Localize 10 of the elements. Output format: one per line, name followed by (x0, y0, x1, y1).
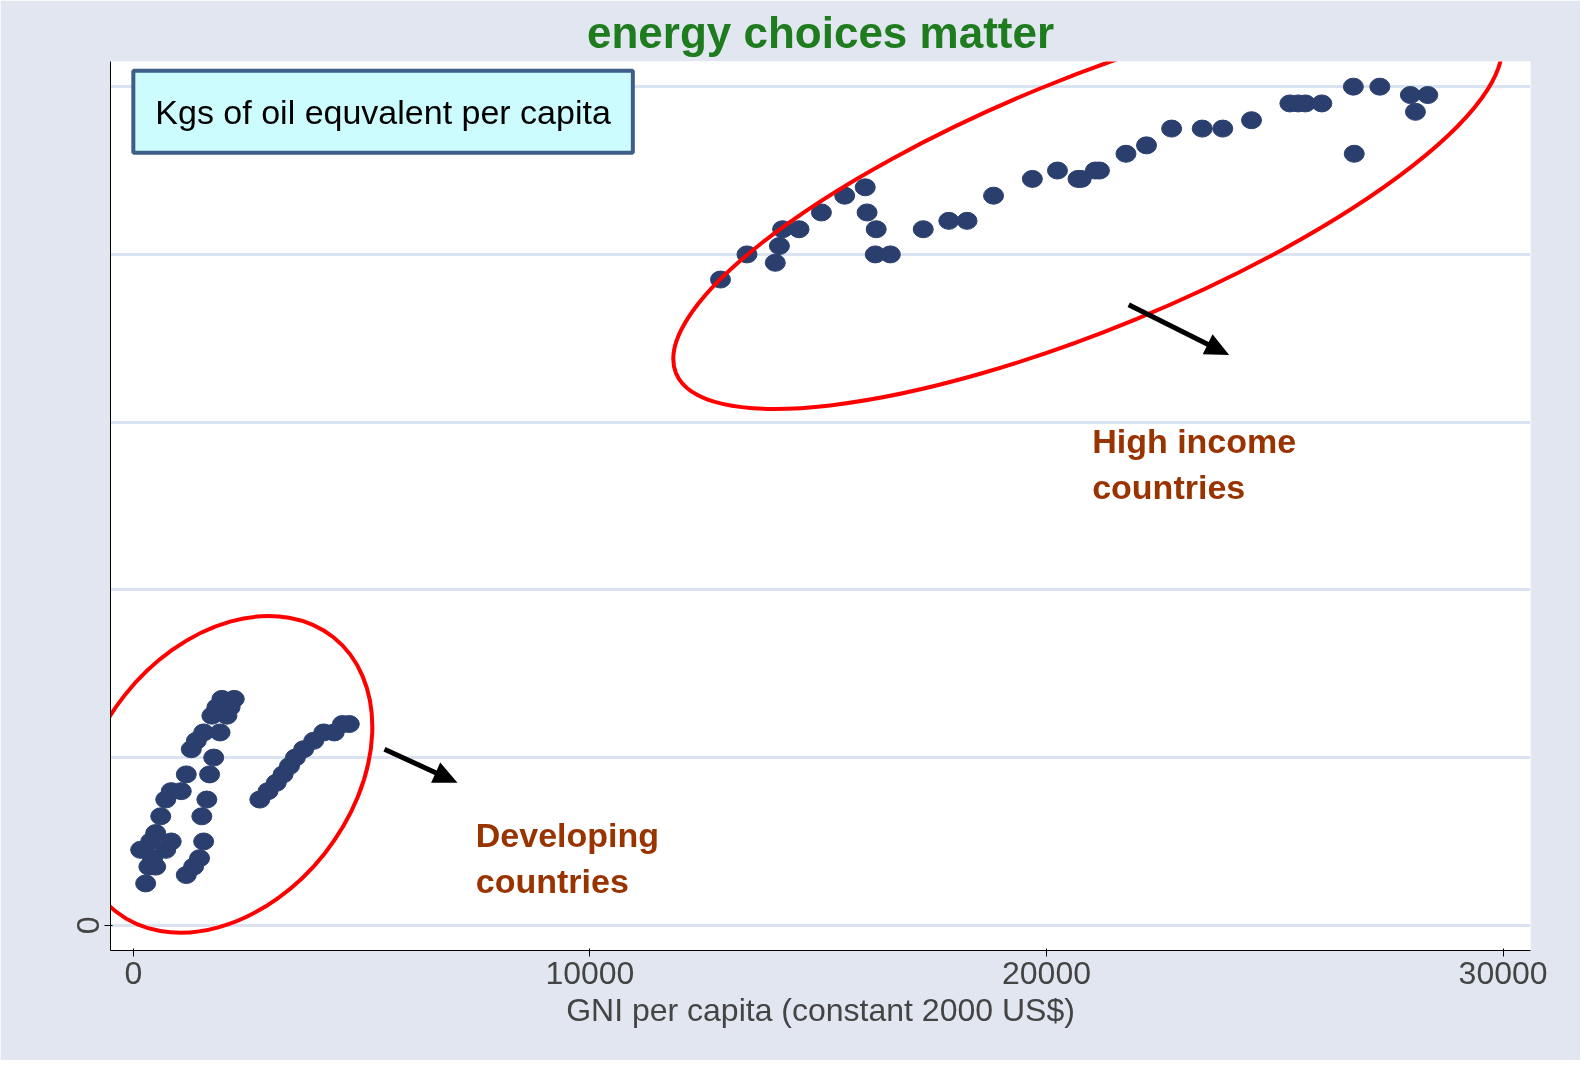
x-axis-title: GNI per capita (constant 2000 US$) (566, 991, 1075, 1028)
annotation: Developing countries (475, 816, 660, 901)
x-tick-label: 10000 (545, 954, 635, 991)
x-tick-label: 30000 (1458, 954, 1548, 991)
x-tick-label: 20000 (1002, 954, 1092, 991)
text: 0 (70, 916, 107, 935)
annotation: Kgs of oil equvalent per capita (155, 92, 611, 131)
x-tick-label: 0 (124, 954, 143, 991)
annotation: High income countries (1092, 422, 1297, 506)
chart-title: energy choices matter (586, 7, 1055, 57)
